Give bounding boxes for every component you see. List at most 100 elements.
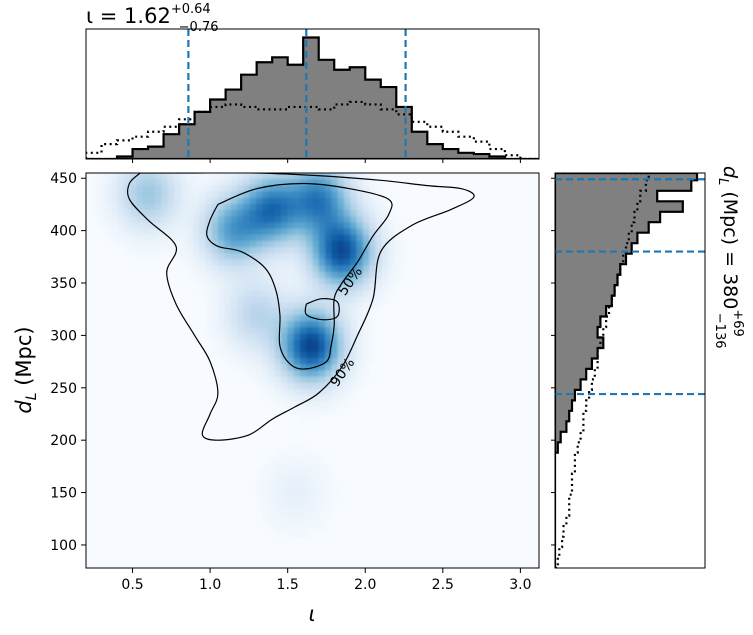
heatmap-cell [318, 228, 326, 236]
heatmap-cell [243, 210, 251, 217]
heatmap-cell [381, 210, 389, 217]
heatmap-cell [224, 191, 232, 199]
heatmap-cell [237, 345, 244, 353]
heatmap-cell [174, 228, 181, 236]
heatmap-cell [249, 277, 257, 285]
heatmap-cell [350, 222, 358, 230]
heatmap-cell [155, 240, 163, 248]
heatmap-cell [268, 302, 276, 310]
heatmap-cell [243, 247, 251, 254]
heatmap-cell [331, 222, 339, 230]
heatmap-cell [325, 512, 332, 520]
heatmap-cell [123, 203, 131, 211]
heatmap-cell [388, 240, 395, 248]
heatmap-cell [249, 185, 257, 193]
heatmap-cell [249, 339, 257, 347]
heatmap-cell [337, 173, 345, 180]
heatmap-cell [180, 210, 188, 217]
heatmap-cell [287, 240, 295, 248]
heatmap-cell [111, 197, 119, 205]
heatmap-cell [230, 197, 238, 205]
heatmap-cell [375, 234, 383, 242]
heatmap-cell [230, 314, 238, 322]
heatmap-cell [255, 333, 263, 341]
heatmap-cell [218, 290, 226, 298]
heatmap-cell [167, 222, 175, 230]
heatmap-cell [318, 191, 326, 199]
heatmap-cell [224, 185, 232, 193]
heatmap-cell [255, 203, 263, 211]
heatmap-cell [325, 296, 332, 304]
heatmap-cell [299, 314, 307, 322]
heatmap-cell [262, 500, 270, 507]
heatmap-cell [237, 210, 244, 217]
heatmap-cell [262, 493, 270, 501]
heatmap-cell [325, 382, 332, 390]
heatmap-cell [186, 271, 194, 279]
heatmap-cell [123, 240, 131, 248]
heatmap-cell [205, 265, 213, 273]
heatmap-cell [199, 277, 207, 285]
heatmap-cell [117, 240, 125, 248]
heatmap-cell [268, 185, 276, 193]
heatmap-cell [262, 506, 270, 514]
heatmap-cell [130, 222, 137, 230]
heatmap-cell [281, 284, 288, 291]
heatmap-cell [230, 284, 238, 291]
heatmap-cell [312, 240, 320, 248]
heatmap-cell [325, 185, 332, 193]
heatmap-cell [186, 185, 194, 193]
heatmap-cell [224, 333, 232, 341]
heatmap-cell [381, 296, 389, 304]
heatmap-cell [388, 210, 395, 217]
heatmap-cell [312, 456, 320, 464]
heatmap-cell [211, 203, 219, 211]
heatmap-cell [130, 173, 137, 180]
heatmap-cell [293, 203, 301, 211]
heatmap-cell [343, 247, 351, 254]
heatmap-cell [299, 376, 307, 384]
heatmap-cell [148, 222, 156, 230]
heatmap-cell [281, 401, 288, 409]
heatmap-cell [230, 290, 238, 298]
heatmap-cell [249, 314, 257, 322]
heatmap-cell [287, 506, 295, 514]
heatmap-cell [224, 351, 232, 359]
heatmap-cell [331, 247, 339, 254]
heatmap-cell [281, 327, 288, 335]
heatmap-cell [325, 327, 332, 335]
heatmap-cell [312, 228, 320, 236]
heatmap-cell [243, 234, 251, 242]
heatmap-cell [262, 333, 270, 341]
heatmap-cell [130, 210, 137, 217]
heatmap-cell [205, 296, 213, 304]
heatmap-cell [299, 234, 307, 242]
heatmap-cell [331, 277, 339, 285]
heatmap-cell [249, 302, 257, 310]
heatmap-cell [362, 314, 370, 322]
heatmap-cell [192, 222, 200, 230]
heatmap-cell [369, 277, 377, 285]
heatmap-cell [192, 259, 200, 267]
heatmap-cell [249, 179, 257, 186]
heatmap-cell [117, 228, 125, 236]
heatmap-cell [274, 339, 282, 347]
heatmap-cell [281, 253, 288, 260]
heatmap-cell [312, 284, 320, 291]
heatmap-cell [255, 179, 263, 186]
heatmap-cell [306, 456, 314, 464]
heatmap-cell [350, 321, 358, 328]
heatmap-cell [318, 333, 326, 341]
heatmap-cell [281, 463, 288, 470]
heatmap-cell [237, 253, 244, 260]
heatmap-cell [161, 228, 169, 236]
heatmap-cell [325, 271, 332, 279]
heatmap-cell [375, 284, 383, 291]
heatmap-cell [268, 469, 276, 477]
heatmap-cell [350, 284, 358, 291]
heatmap-cell [299, 197, 307, 205]
heatmap-cell [293, 253, 301, 260]
heatmap-cell [268, 389, 276, 396]
heatmap-cell [312, 370, 320, 378]
heatmap-cell [123, 228, 131, 236]
